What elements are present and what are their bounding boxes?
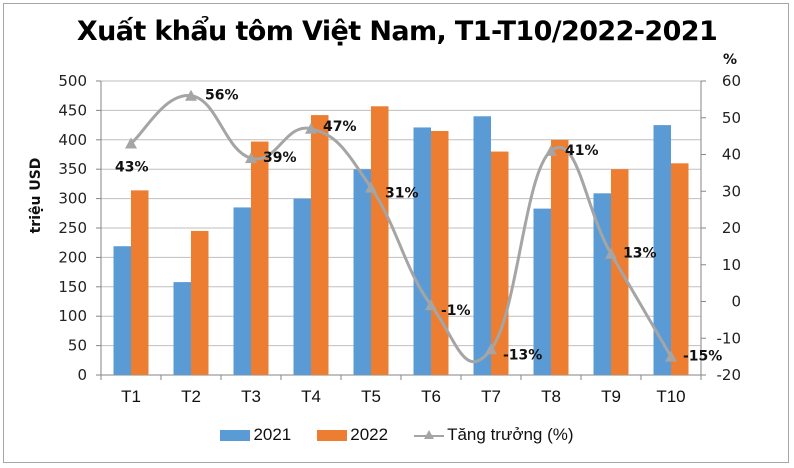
left-axis-tick-label: 500 (58, 72, 87, 90)
left-axis-tick-label: 300 (58, 190, 87, 208)
bar-2021 (533, 208, 551, 375)
x-axis-label: T5 (361, 387, 381, 406)
growth-data-label: -15% (683, 349, 722, 365)
growth-line (130, 94, 673, 364)
growth-data-label: 13% (623, 246, 657, 262)
triangle-marker-icon (305, 122, 317, 134)
growth-data-label: -1% (441, 303, 471, 319)
legend-swatch-2022 (317, 429, 348, 441)
left-axis-tick-label: 0 (77, 366, 87, 384)
left-axis-tick-label: 200 (58, 248, 87, 266)
bar-2021 (353, 169, 371, 375)
bar-2021 (233, 207, 251, 375)
left-axis-tick-label: 50 (68, 337, 87, 355)
right-axis-title: % (723, 52, 737, 68)
bar-2022 (611, 169, 629, 375)
bar-2021 (293, 198, 311, 375)
right-axis-tick-label: 20 (722, 219, 741, 237)
chart-title: Xuất khẩu tôm Việt Nam, T1-T10/2022-2021 (76, 16, 718, 47)
legend-label-2022: 2022 (350, 425, 389, 444)
right-axis-tick-label: -20 (717, 366, 742, 384)
x-axis-label: T3 (241, 387, 261, 406)
bar-2021 (473, 116, 491, 375)
legend-item-2022: 2022 (317, 425, 388, 445)
x-axis-label: T2 (181, 387, 201, 406)
bar-2021 (653, 125, 671, 375)
bar-2021 (113, 246, 131, 375)
triangle-marker-icon (605, 247, 617, 259)
triangle-marker-icon (425, 299, 437, 311)
left-axis-title: triệu USD (28, 158, 44, 234)
right-axis-tick-label: 40 (722, 146, 741, 164)
growth-data-label: -13% (503, 347, 542, 363)
right-axis-tick-label: 0 (731, 293, 741, 311)
left-axis-tick-label: 400 (58, 131, 87, 149)
legend-swatch-2021 (220, 429, 251, 441)
right-axis-tick-label: 10 (722, 256, 741, 274)
growth-data-label: 31% (385, 186, 419, 202)
triangle-marker-icon (665, 350, 677, 362)
x-axis-label: T6 (421, 387, 441, 406)
x-axis-label: T8 (541, 387, 561, 406)
left-axis-tick-label: 250 (58, 219, 87, 237)
triangle-marker-icon (365, 181, 377, 193)
left-axis-tick-label: 150 (58, 278, 87, 296)
legend-item-2021: 2021 (220, 425, 291, 445)
right-axis-tick-label: 50 (722, 109, 741, 127)
bar-2022 (131, 190, 149, 375)
left-axis-tick-label: 350 (58, 160, 87, 178)
x-axis-label: T1 (121, 387, 141, 406)
bar-2022 (191, 230, 209, 375)
x-axis-label: T7 (481, 387, 501, 406)
bar-2021 (173, 282, 191, 375)
right-axis-tick-label: 30 (722, 182, 741, 200)
triangle-marker-icon (185, 89, 197, 101)
growth-data-label: 47% (323, 119, 357, 135)
growth-data-label: 56% (205, 88, 239, 104)
bar-2022 (251, 141, 269, 375)
legend: 2021 2022 Tăng trưởng (%) (0, 425, 794, 445)
bar-2021 (593, 193, 611, 375)
growth-data-label: 43% (115, 159, 149, 175)
bar-2022 (311, 115, 329, 375)
bar-2022 (551, 139, 569, 375)
bar-2022 (431, 130, 449, 375)
right-axis-tick-label: -10 (717, 329, 742, 347)
triangle-marker-icon (414, 429, 445, 441)
bar-2022 (671, 163, 689, 375)
legend-label-growth: Tăng trưởng (%) (447, 425, 574, 444)
bar-2022 (371, 106, 389, 375)
bar-2021 (413, 127, 431, 376)
growth-data-label: 39% (263, 150, 297, 166)
right-axis-tick-label: 60 (722, 72, 741, 90)
triangle-marker-icon (485, 343, 497, 355)
legend-label-2021: 2021 (253, 425, 292, 444)
triangle-marker-icon (125, 137, 137, 149)
triangle-marker-icon (545, 144, 557, 156)
left-axis-tick-label: 100 (58, 307, 87, 325)
growth-data-label: 41% (565, 143, 599, 159)
left-axis-tick-label: 450 (58, 101, 87, 119)
triangle-marker-icon (245, 152, 257, 164)
x-axis-label: T4 (301, 387, 321, 406)
legend-item-growth: Tăng trưởng (%) (414, 425, 574, 445)
x-axis-label: T10 (656, 387, 685, 406)
x-axis-label: T9 (601, 387, 621, 406)
bar-2022 (491, 151, 509, 375)
